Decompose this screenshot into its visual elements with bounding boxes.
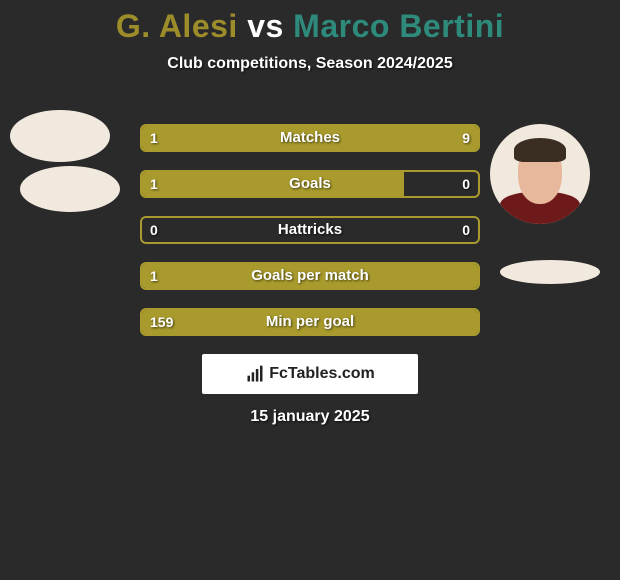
title-player2: Marco Bertini — [293, 8, 504, 44]
chart-icon — [245, 364, 265, 384]
title-vs: vs — [247, 8, 284, 44]
site-name: FcTables.com — [269, 365, 375, 383]
stat-row: 1Goals per match — [140, 262, 480, 290]
stats-bars: 19Matches 10Goals 00Hattricks 1Goals per ma… — [140, 124, 480, 354]
bar-label: Min per goal — [142, 310, 478, 334]
date: 15 january 2025 — [0, 408, 620, 426]
bar-label: Goals per match — [142, 264, 478, 288]
bar-label: Goals — [142, 172, 478, 196]
title-player1: G. Alesi — [116, 8, 238, 44]
player1-avatar-placeholder — [10, 110, 110, 162]
player1-avatar-placeholder-2 — [20, 166, 120, 212]
stat-row: 159Min per goal — [140, 308, 480, 336]
player2-avatar — [490, 124, 590, 224]
bar-label: Hattricks — [142, 218, 478, 242]
subtitle: Club competitions, Season 2024/2025 — [0, 55, 620, 73]
site-badge[interactable]: FcTables.com — [202, 354, 418, 394]
stat-row: 10Goals — [140, 170, 480, 198]
stat-row: 00Hattricks — [140, 216, 480, 244]
stat-row: 19Matches — [140, 124, 480, 152]
bar-label: Matches — [142, 126, 478, 150]
player2-oval — [500, 260, 600, 284]
page-title: G. Alesi vs Marco Bertini — [0, 0, 620, 45]
